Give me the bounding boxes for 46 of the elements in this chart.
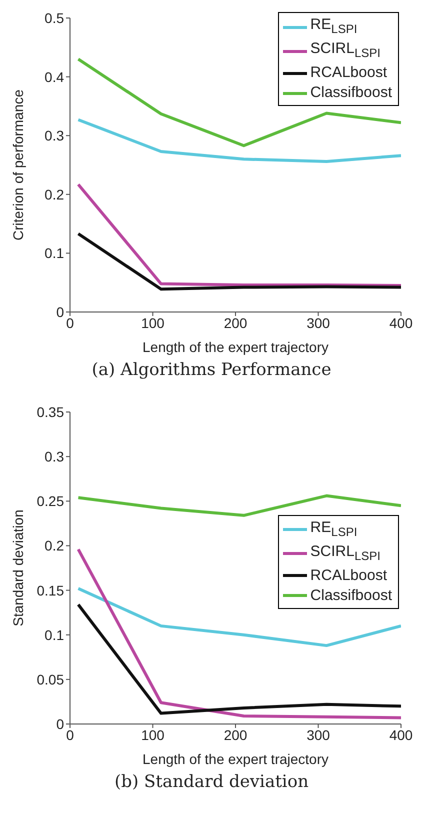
y-axis-title: Criterion of performance — [10, 89, 26, 240]
y-tick-label: 0.3 — [44, 128, 64, 144]
x-tick-label: 200 — [224, 314, 248, 331]
legend-label: SCIRL$_{LSPI}$ — [310, 40, 380, 60]
line-series — [76, 232, 401, 291]
x-tick-label: 200 — [224, 726, 248, 743]
y-tick-label: 0.35 — [36, 404, 64, 420]
x-tick-label: 0 — [66, 314, 74, 331]
legend-label: RE$_{LSPI}$ — [310, 518, 358, 539]
line-series — [76, 118, 401, 163]
y-tick-label: 0.1 — [44, 626, 64, 643]
text: (a) Algorithms Performance — [92, 360, 332, 380]
legend-label: SCIRL$_{LSPI}$ — [310, 542, 380, 563]
legend-label: Classifboost — [310, 586, 392, 604]
line-series — [76, 587, 401, 648]
legend-label: RE$_{LSPI}$ — [310, 16, 358, 36]
x-axis-title: Length of the expert trajectory — [142, 339, 328, 355]
legend-label: RCALboost — [310, 566, 388, 584]
y-tick-label: 0.4 — [44, 68, 64, 85]
x-tick-label: 300 — [306, 314, 330, 331]
x-tick-label: 0 — [66, 726, 74, 743]
x-axis-title: Length of the expert trajectory — [142, 751, 328, 767]
x-tick-label: 300 — [306, 726, 330, 743]
y-tick-label: 0.3 — [44, 448, 64, 465]
line-series — [76, 58, 401, 148]
y-tick-label: 0 — [56, 716, 64, 732]
legend-label: RCALboost — [310, 64, 388, 81]
line-series — [76, 603, 401, 715]
y-tick-label: 0.2 — [44, 538, 64, 554]
y-tick-label: 0.15 — [36, 582, 64, 598]
y-tick-label: 0 — [56, 304, 64, 320]
y-axis-title: Standard deviation — [10, 510, 26, 626]
y-tick-label: 0.2 — [44, 186, 64, 202]
line-series — [76, 494, 401, 517]
x-tick-label: 100 — [141, 726, 165, 743]
y-tick-label: 0.25 — [36, 493, 64, 510]
x-tick-label: 400 — [389, 314, 413, 331]
x-tick-label: 100 — [141, 314, 165, 331]
y-tick-label: 0.05 — [36, 671, 64, 688]
y-tick-label: 0.5 — [44, 10, 64, 26]
x-tick-label: 400 — [389, 726, 413, 743]
y-tick-label: 0.1 — [44, 245, 64, 262]
line-series — [76, 548, 401, 720]
text: (b) Standard deviation — [114, 772, 309, 792]
legend-label: Classifboost — [310, 84, 392, 101]
line-series — [76, 182, 401, 288]
